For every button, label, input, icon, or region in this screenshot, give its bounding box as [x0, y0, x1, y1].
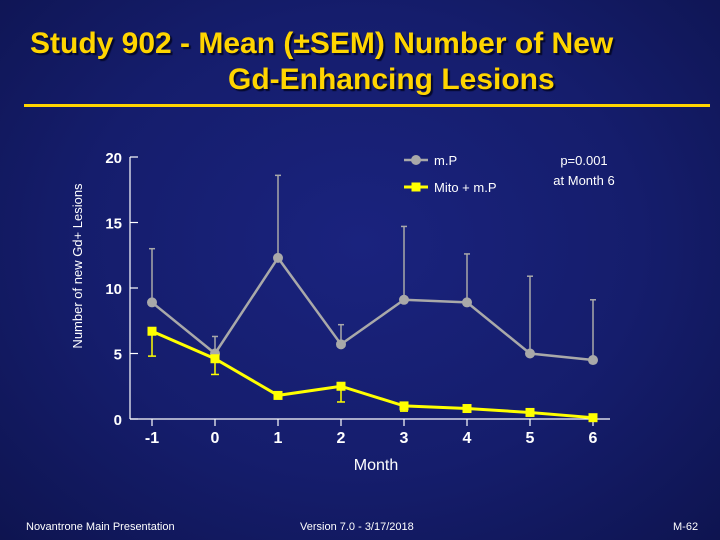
x-tick-label: 4	[463, 430, 472, 447]
data-point	[399, 294, 409, 305]
legend-label: m.P	[434, 153, 457, 168]
title-underline	[24, 104, 710, 107]
x-tick-label: 1	[274, 430, 283, 447]
y-axis-title: Number of new Gd+ Lesions	[70, 183, 85, 349]
data-point	[147, 297, 157, 308]
slide-title-line-1: Study 902 - Mean (±SEM) Number of New	[30, 27, 614, 60]
data-point	[336, 381, 346, 391]
x-tick-label: 3	[400, 430, 409, 447]
x-axis-title: Month	[354, 457, 398, 474]
x-tick-label: 5	[526, 430, 535, 447]
data-point	[273, 252, 283, 263]
data-point	[147, 326, 157, 336]
footer-presentation-name: Novantrone Main Presentation	[26, 521, 175, 533]
data-point	[399, 401, 409, 411]
data-point	[588, 413, 598, 423]
y-tick-label: 15	[105, 216, 122, 233]
x-tick-label: 6	[589, 430, 598, 447]
data-point	[588, 355, 598, 366]
y-tick-label: 0	[114, 412, 122, 429]
slide-title: Study 902 - Mean (±SEM) Number of New Gd…	[0, 26, 720, 98]
x-tick-label: 2	[337, 430, 346, 447]
y-tick-label: 5	[114, 347, 122, 364]
data-point	[210, 354, 220, 364]
y-tick-label: 10	[105, 281, 122, 298]
data-point	[336, 339, 346, 350]
data-point	[525, 348, 535, 359]
legend-label: Mito + m.P	[434, 180, 497, 195]
legend-swatch-marker	[411, 155, 421, 165]
legend-swatch-marker	[411, 182, 421, 192]
y-tick-label: 20	[105, 150, 122, 167]
data-point	[525, 407, 535, 417]
x-tick-label: 0	[211, 430, 220, 447]
footer-slide-number: M-62	[673, 521, 699, 533]
p-value-annotation: p=0.001	[560, 153, 607, 168]
slide-title-line-2: Gd-Enhancing Lesions	[228, 63, 555, 96]
data-point	[462, 404, 472, 414]
data-point	[462, 297, 472, 308]
series-line	[151, 329, 594, 420]
footer-version: Version 7.0 - 3/17/2018	[300, 521, 414, 533]
data-point	[273, 390, 283, 400]
p-value-annotation-month: at Month 6	[553, 173, 614, 188]
x-tick-label: -1	[145, 430, 159, 447]
series-line	[151, 255, 594, 362]
